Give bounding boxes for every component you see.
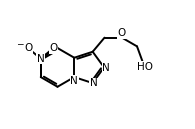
- Text: HO: HO: [137, 62, 153, 72]
- Text: N: N: [37, 54, 45, 64]
- Text: O: O: [49, 43, 58, 53]
- Text: N: N: [70, 76, 78, 86]
- Text: −: −: [16, 39, 24, 48]
- Text: O: O: [118, 28, 126, 38]
- Text: N: N: [102, 63, 110, 73]
- Text: O: O: [24, 43, 32, 53]
- Text: N: N: [90, 78, 98, 88]
